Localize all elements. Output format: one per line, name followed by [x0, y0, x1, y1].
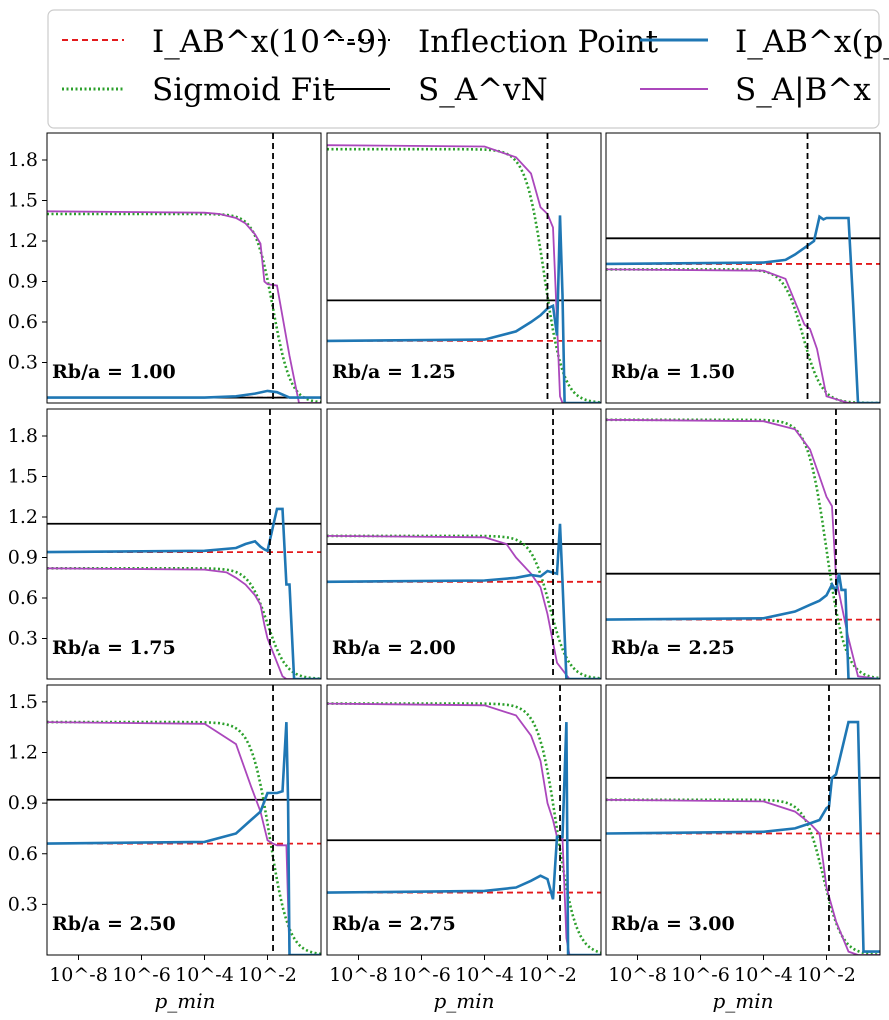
plot-area	[327, 685, 601, 955]
sigmoid-fit-curve	[47, 212, 321, 403]
subplot-7: 0.3 0.6 0.9 1.2 1.5 10^-8 10^-6 10^-4 10^-2 Rb/a …	[8, 684, 322, 986]
y-tick-label: 0.6	[8, 587, 38, 609]
y-tick-label: 1.2	[8, 742, 38, 764]
y-tick-label: 0.3	[8, 893, 38, 915]
y-tick-label: 1.8	[8, 149, 38, 171]
x-tick-label: 10^-2	[238, 964, 297, 986]
ratio-annotation: Rb/a = 2.50	[52, 913, 176, 935]
axes-frame	[46, 132, 322, 404]
plot-area	[606, 409, 880, 679]
subplot-5: Rb/a = 2.00	[326, 408, 602, 680]
y-tick-label: 1.8	[8, 425, 38, 447]
y-tick-label: 0.6	[8, 311, 38, 333]
legend-label-sigmoid-fit: Sigmoid Fit	[152, 72, 335, 108]
ratio-annotation: Rb/a = 1.50	[611, 361, 735, 383]
ratio-annotation: Rb/a = 1.25	[332, 361, 456, 383]
s-cond-series	[327, 702, 601, 955]
plot-area	[327, 133, 601, 403]
ratio-annotation: Rb/a = 2.25	[611, 637, 735, 659]
subplot-3: Rb/a = 1.50	[605, 132, 881, 404]
x-axis-labels: p_min p_min p_min	[154, 989, 773, 1013]
i-ab-pmin-series	[47, 722, 321, 955]
x-axis-label-col-1: p_min	[154, 989, 215, 1013]
x-tick-label: 10^-8	[49, 964, 108, 986]
subplot-8: 10^-8 10^-6 10^-4 10^-2 Rb/a = 2.75	[326, 684, 602, 986]
x-tick-label: 10^-8	[608, 964, 667, 986]
ratio-annotation: Rb/a = 2.00	[332, 637, 456, 659]
s-cond-series	[327, 535, 601, 679]
subplot-9: 10^-8 10^-6 10^-4 10^-2 Rb/a = 3.00	[605, 684, 881, 986]
sigmoid-fit-curve	[47, 567, 321, 679]
plot-area	[47, 409, 321, 679]
ratio-annotation: Rb/a = 3.00	[611, 913, 735, 935]
ratio-annotation: Rb/a = 2.75	[332, 913, 456, 935]
legend-label-i-ab-1e9: I_AB^x(10^-9)	[152, 24, 388, 60]
s-cond-series	[47, 721, 321, 955]
legend-label-s-cond: S_A|B^x	[735, 72, 871, 108]
y-tick-label: 0.9	[8, 792, 38, 814]
y-tick-label: 1.5	[8, 190, 38, 212]
ratio-annotation: Rb/a = 1.75	[52, 637, 176, 659]
legend-label-inflection-point: Inflection Point	[418, 24, 659, 60]
subplot-4: 0.3 0.6 0.9 1.2 1.5 1.8 Rb/a = 1.75	[8, 408, 322, 680]
y-tick-label: 1.2	[8, 230, 38, 252]
y-tick-label: 0.6	[8, 843, 38, 865]
x-tick-label: 10^-4	[455, 964, 514, 986]
plot-area	[47, 133, 321, 403]
plot-area	[606, 133, 880, 403]
sigmoid-fit-curve	[327, 147, 601, 403]
i-ab-pmin-series	[327, 722, 601, 955]
s-cond-series	[606, 798, 880, 955]
i-ab-pmin-series	[47, 507, 321, 679]
y-tick-label: 0.9	[8, 271, 38, 293]
subplot-2: Rb/a = 1.25	[326, 132, 602, 404]
plot-area	[47, 685, 321, 955]
legend-label-s-a-vn: S_A^vN	[418, 72, 548, 108]
axes-frame	[326, 408, 602, 680]
x-axis-label-col-3: p_min	[712, 989, 773, 1013]
axes-frame	[46, 684, 322, 956]
i-ab-pmin-series	[606, 214, 880, 403]
y-tick-label: 1.5	[8, 691, 38, 713]
panel-grid: 0.3 0.6 0.9 1.2 1.5 1.8 Rb/a = 1.00 Rb/a = 1.25…	[8, 132, 881, 986]
x-tick-label: 10^-2	[797, 964, 856, 986]
x-tick-label: 10^-6	[112, 964, 171, 986]
axes-frame	[326, 684, 602, 956]
subplot-1: 0.3 0.6 0.9 1.2 1.5 1.8 Rb/a = 1.00	[8, 132, 322, 404]
plot-area	[327, 409, 601, 679]
y-tick-label: 1.5	[8, 466, 38, 488]
i-ab-pmin-series	[47, 389, 321, 399]
legend: I_AB^x(10^-9) Sigmoid Fit Inflection Poi…	[47, 9, 889, 129]
y-tick-label: 0.3	[8, 352, 38, 374]
axes-frame	[605, 684, 881, 956]
legend-label-i-ab-pmin: I_AB^x(p_min)	[735, 24, 889, 60]
x-tick-label: 10^-8	[329, 964, 388, 986]
plot-area	[606, 685, 880, 955]
subplot-6: Rb/a = 2.25	[605, 408, 881, 680]
x-tick-label: 10^-6	[671, 964, 730, 986]
y-tick-label: 0.9	[8, 547, 38, 569]
x-tick-label: 10^-6	[392, 964, 451, 986]
x-axis-label-col-2: p_min	[433, 989, 494, 1013]
i-ab-pmin-series	[327, 215, 601, 403]
s-cond-series	[47, 210, 321, 403]
x-tick-label: 10^-2	[518, 964, 577, 986]
x-tick-label: 10^-4	[734, 964, 793, 986]
axes-frame	[605, 408, 881, 680]
x-tick-label: 10^-4	[175, 964, 234, 986]
axes-frame	[46, 408, 322, 680]
axes-frame	[605, 132, 881, 404]
axes-frame	[326, 132, 602, 404]
i-ab-pmin-series	[606, 720, 880, 953]
y-tick-label: 1.2	[8, 506, 38, 528]
s-cond-series	[47, 567, 321, 679]
y-tick-label: 0.3	[8, 628, 38, 650]
s-cond-series	[606, 418, 880, 679]
ratio-annotation: Rb/a = 1.00	[52, 361, 176, 383]
